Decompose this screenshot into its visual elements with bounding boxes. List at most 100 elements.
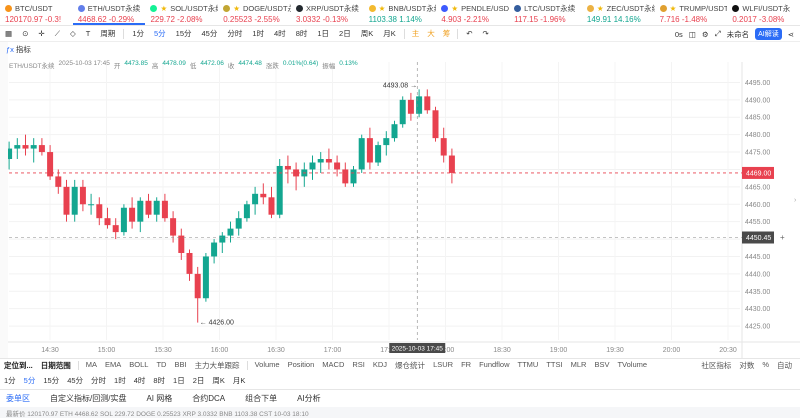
candle-body[interactable]	[391, 124, 398, 139]
candle-body[interactable]	[79, 186, 86, 205]
candlestick-chart[interactable]: 4425.00 4430.00 4435.00 4440.00 4445.00 4450.…	[0, 42, 800, 358]
timeframe-button[interactable]: 1分	[4, 375, 16, 385]
candle-body[interactable]	[358, 138, 365, 170]
candle-body[interactable]	[350, 169, 357, 184]
indicator-option[interactable]: 自动	[777, 361, 792, 370]
sub-indicator[interactable]: MLR	[570, 360, 587, 369]
ticker-item[interactable]: XRP/USDT永续 3.0332 -0.13%	[291, 0, 364, 25]
candle-body[interactable]	[325, 159, 332, 163]
star-icon[interactable]: ★	[378, 4, 386, 13]
collapse-right-icon[interactable]: ›	[794, 197, 797, 204]
timeframe-button[interactable]: 5分	[23, 375, 36, 385]
sub-indicator[interactable]: TVolume	[617, 360, 648, 369]
crosshair-icon[interactable]: ✛	[38, 29, 45, 38]
timeframe-button[interactable]: 4时	[133, 375, 146, 385]
candle-body[interactable]	[194, 273, 201, 299]
candle-body[interactable]	[161, 200, 168, 219]
candle-body[interactable]	[309, 162, 316, 170]
candle-body[interactable]	[448, 155, 455, 173]
candle-body[interactable]	[71, 186, 78, 215]
line-tool-icon[interactable]: ⟋	[54, 28, 60, 38]
screenshot-icon[interactable]: ◫	[688, 29, 696, 39]
candle-body[interactable]	[129, 207, 136, 222]
main-indicator[interactable]: TD	[156, 360, 167, 369]
candle-body[interactable]	[88, 204, 95, 206]
candle-body[interactable]	[120, 207, 127, 233]
candle-body[interactable]	[268, 197, 275, 215]
share-icon[interactable]: ⋖	[787, 29, 794, 39]
shape-tool-icon[interactable]: ◇	[69, 29, 76, 38]
ticker-item[interactable]: ETH/USDT永续 4468.62 -0.29%	[72, 0, 146, 25]
candle-body[interactable]	[112, 225, 119, 233]
sub-indicator[interactable]: RSI	[352, 360, 365, 369]
indicator-option[interactable]: 社区指标	[701, 361, 732, 370]
star-icon[interactable]: ★	[596, 4, 604, 13]
sub-indicator[interactable]: MACD	[322, 360, 345, 369]
interval-button[interactable]: 1时	[252, 29, 265, 38]
date-range-button[interactable]: 日期范围	[40, 361, 71, 370]
locate-button[interactable]: 定位到...	[4, 361, 33, 370]
overlay-toggle[interactable]: 大	[427, 29, 435, 38]
candle-body[interactable]	[416, 96, 423, 114]
candle-body[interactable]	[375, 145, 382, 163]
timeframe-button[interactable]: 1日	[173, 375, 185, 385]
ticker-item[interactable]: LTC/USDT永续 117.15 -1.96%	[509, 0, 582, 25]
ticker-item[interactable]: BTC/USDT 120170.97 -0.3!	[0, 0, 73, 25]
candle-body[interactable]	[6, 148, 13, 160]
timeframe-button[interactable]: 2日	[192, 375, 205, 385]
candle-body[interactable]	[227, 228, 234, 236]
timeframe-button[interactable]: 8时	[153, 375, 166, 385]
redo-icon[interactable]: ↷	[482, 29, 489, 38]
candle-body[interactable]	[38, 145, 45, 153]
interval-button[interactable]: 15分	[175, 29, 192, 38]
indicator-option[interactable]: %	[762, 360, 769, 369]
candle-body[interactable]	[153, 200, 160, 215]
timeframe-button[interactable]: 1时	[114, 375, 126, 385]
candle-body[interactable]	[186, 252, 193, 274]
candle-body[interactable]	[293, 169, 300, 177]
ticker-item[interactable]: ★ PENDLE/USDT 4.903 -2.21%	[436, 0, 509, 25]
main-indicator[interactable]: MA	[85, 360, 98, 369]
candle-body[interactable]	[63, 186, 70, 215]
sub-indicator[interactable]: Position	[287, 360, 315, 369]
sub-indicator[interactable]: BSV	[594, 360, 610, 369]
interval-menu[interactable]: 周期	[100, 29, 116, 38]
bottom-tab[interactable]: 委单区	[6, 394, 30, 403]
sub-indicator[interactable]: 爆仓统计	[395, 361, 426, 370]
ticker-item[interactable]: ★DOGE/USDT永续0.25523 -2.55%	[218, 0, 291, 25]
candle-body[interactable]	[440, 138, 447, 156]
star-icon[interactable]: ★	[451, 4, 459, 13]
interval-button[interactable]: 分时	[227, 29, 243, 38]
main-indicator[interactable]: BBI	[174, 360, 187, 369]
hide-icon[interactable]: ⊙	[22, 29, 29, 38]
candle-body[interactable]	[211, 242, 218, 257]
settings-icon[interactable]: ⚙	[701, 29, 709, 39]
candle-body[interactable]	[96, 204, 103, 219]
sub-indicator[interactable]: Volume	[254, 360, 280, 369]
sub-indicator[interactable]: TTSI	[546, 360, 563, 369]
star-icon[interactable]: ★	[160, 4, 168, 13]
candle-body[interactable]	[317, 159, 324, 163]
candle-body[interactable]	[342, 169, 349, 184]
main-indicator[interactable]: 主力大单跟踪	[194, 361, 240, 370]
candle-body[interactable]	[383, 138, 390, 146]
candle-body[interactable]	[366, 138, 373, 163]
candle-body[interactable]	[14, 145, 21, 149]
candle-body[interactable]	[432, 110, 439, 139]
overlay-toggle[interactable]: 主	[411, 29, 420, 38]
timeframe-button[interactable]: 月K	[232, 375, 246, 385]
bottom-tab[interactable]: 合约DCA	[192, 394, 226, 403]
interval-button[interactable]: 周K	[360, 29, 374, 38]
candle-body[interactable]	[243, 204, 250, 219]
candle-body[interactable]	[170, 218, 177, 236]
interval-button[interactable]: 1分	[132, 29, 144, 38]
candle-body[interactable]	[219, 235, 226, 243]
main-indicator[interactable]: EMA	[105, 360, 122, 369]
sub-indicator[interactable]: KDJ	[372, 360, 388, 369]
candle-body[interactable]	[252, 193, 259, 205]
candle-body[interactable]	[137, 200, 144, 222]
candle-body[interactable]	[178, 235, 185, 253]
candle-body[interactable]	[334, 162, 341, 170]
interval-button[interactable]: 8时	[295, 29, 308, 38]
timeframe-button[interactable]: 周K	[212, 375, 225, 385]
